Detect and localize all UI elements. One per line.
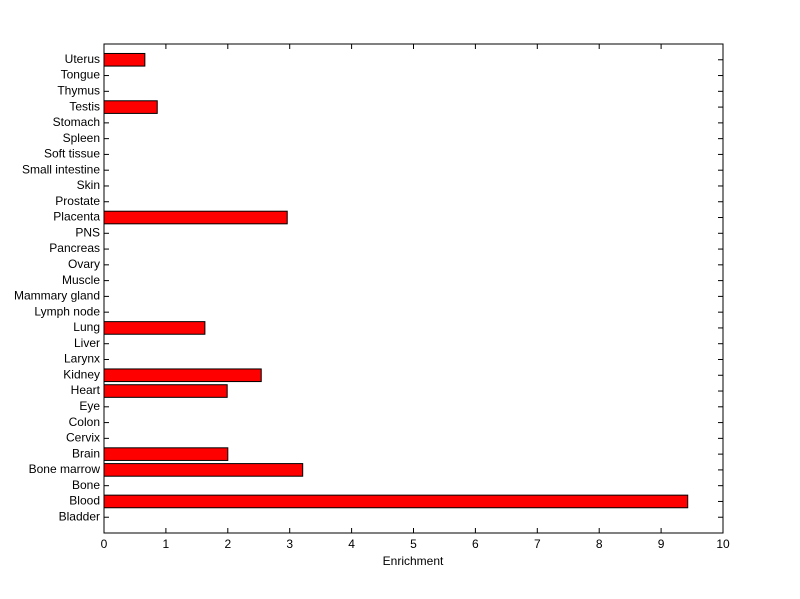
bar [103,52,146,67]
y-tick-label: Pancreas [49,241,100,255]
bar [103,447,229,461]
y-tick-label: Placenta [53,210,100,224]
x-tick-label: 8 [596,537,603,551]
x-tick-label: 0 [101,537,108,551]
y-tick-label: PNS [75,225,100,239]
bar [103,210,288,225]
x-tick-label: 1 [163,537,170,551]
y-tick-label: Muscle [62,273,100,287]
bar [103,463,304,477]
y-tick-label: Lung [73,320,100,334]
y-tick-label: Lymph node [34,304,100,318]
y-tick-label: Liver [74,336,100,350]
x-tick-label: 4 [348,537,355,551]
x-tick-label: 7 [534,537,541,551]
y-tick-label: Cervix [66,431,100,445]
x-tick-label: 5 [410,537,417,551]
y-tick-label: Kidney [63,367,100,381]
y-tick-label: Skin [77,178,100,192]
y-tick-label: Tongue [61,68,101,82]
y-tick-label: Brain [72,446,100,460]
y-tick-label: Blood [69,494,100,508]
y-tick-label: Mammary gland [14,289,100,303]
y-tick-label: Stomach [53,115,100,129]
bar [103,494,689,509]
x-tick-label: 6 [472,537,479,551]
bar [103,384,228,398]
y-tick-label: Bone marrow [29,462,101,476]
y-tick-label: Colon [69,415,100,429]
y-tick-label: Uterus [65,52,100,66]
y-tick-label: Ovary [68,257,100,271]
bar [103,321,206,335]
y-tick-label: Prostate [55,194,100,208]
y-tick-label: Soft tissue [44,147,100,161]
y-tick-label: Eye [79,399,100,413]
x-tick-label: 3 [286,537,293,551]
x-axis-label: Enrichment [383,554,444,568]
x-tick-label: 10 [716,537,730,551]
y-tick-label: Heart [71,383,101,397]
y-tick-label: Larynx [64,352,100,366]
x-tick-label: 2 [224,537,231,551]
y-tick-label: Small intestine [22,162,100,176]
y-tick-label: Thymus [57,83,100,97]
y-tick-label: Spleen [63,131,100,145]
x-tick-label: 9 [658,537,665,551]
y-tick-label: Testis [69,99,100,113]
bar [103,368,262,383]
y-tick-label: Bladder [59,509,100,523]
y-tick-label: Bone [72,478,100,492]
bar [103,100,158,114]
